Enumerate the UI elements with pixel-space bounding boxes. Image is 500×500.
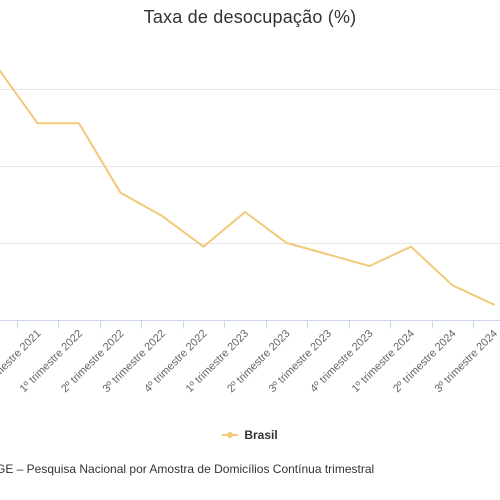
chart-title: Taxa de desocupação (%): [143, 7, 357, 27]
legend-line-icon: [222, 430, 239, 440]
data-point-10[interactable]: [407, 243, 415, 251]
source-credit: GE – Pesquisa Nacional por Amostra de Do…: [0, 462, 375, 476]
data-point-5[interactable]: [200, 243, 208, 251]
legend: Brasil: [0, 428, 500, 443]
data-point-7[interactable]: [283, 239, 291, 247]
legend-label: Brasil: [244, 428, 278, 442]
legend-marker-swatch: [227, 432, 234, 438]
data-point-4[interactable]: [158, 212, 166, 220]
x-axis: [0, 320, 500, 329]
data-point-6[interactable]: [241, 208, 249, 216]
data-point-1[interactable]: [34, 119, 42, 127]
data-point-11[interactable]: [449, 281, 457, 289]
series-line-brasil: [0, 69, 495, 306]
data-point-3[interactable]: [117, 189, 125, 197]
data-point-9[interactable]: [366, 262, 374, 270]
data-point-8[interactable]: [324, 250, 332, 258]
data-point-2[interactable]: [75, 119, 83, 127]
legend-item-brasil[interactable]: Brasil: [222, 428, 278, 442]
data-point-12[interactable]: [490, 301, 498, 309]
series-layer: [0, 69, 498, 309]
